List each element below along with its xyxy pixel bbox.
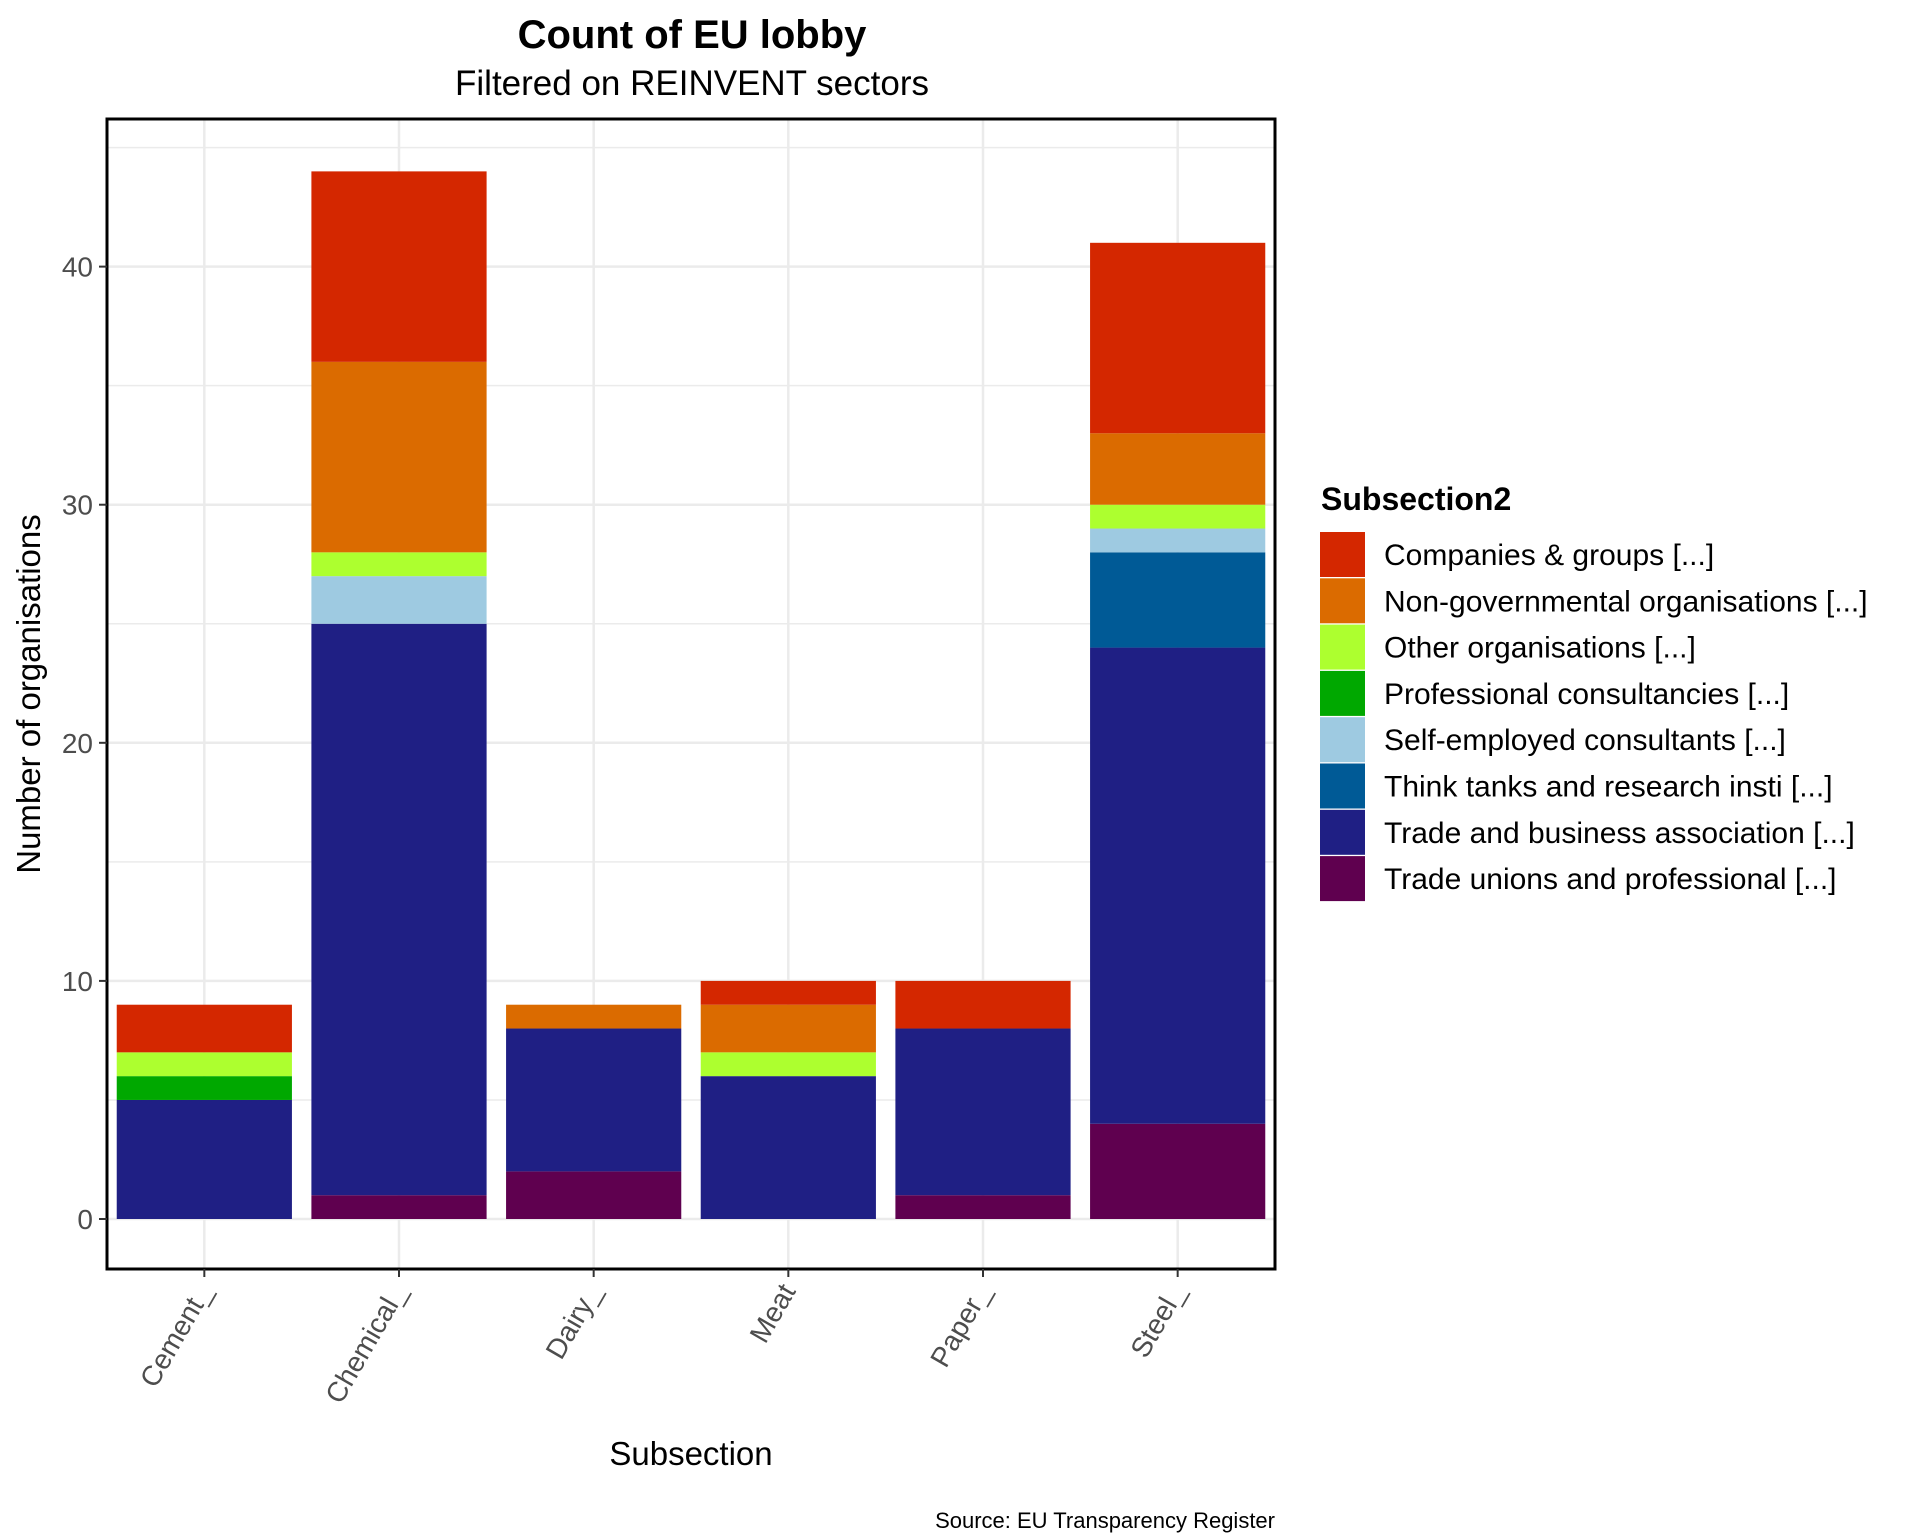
bar-segment xyxy=(116,1076,292,1100)
y-tick-label: 40 xyxy=(62,252,93,283)
bar-segment xyxy=(1090,528,1266,553)
y-tick-label: 20 xyxy=(62,728,93,759)
legend-label: Trade and business association [...] xyxy=(1384,817,1855,850)
legend-label: Professional consultancies [...] xyxy=(1384,678,1789,711)
x-tick-label: Cement_ xyxy=(134,1278,218,1392)
grid-minor xyxy=(107,146,1275,1101)
bar-segment xyxy=(1090,647,1266,1124)
legend-swatch xyxy=(1320,809,1365,855)
legend-swatch xyxy=(1320,578,1365,624)
legend-swatch xyxy=(1320,856,1365,902)
bar-segment xyxy=(700,1004,876,1053)
bar-segment xyxy=(116,1004,292,1053)
y-axis-title: Number of organisations xyxy=(10,514,47,874)
legend-label: Other organisations [...] xyxy=(1384,632,1696,665)
legend-swatch xyxy=(1320,624,1365,670)
x-tick-label: Dairy_ xyxy=(540,1278,608,1364)
bar-segment xyxy=(311,361,487,553)
bar-segment xyxy=(1090,242,1266,434)
legend-label: Companies & groups [...] xyxy=(1384,539,1714,572)
legend-swatch xyxy=(1320,532,1365,577)
x-axis: Cement_ Chemical_ Dairy_ Meat Paper_ Steel_ xyxy=(134,1269,1191,1409)
bar-segment xyxy=(895,1028,1071,1196)
bar-segment xyxy=(506,1028,682,1172)
chart-subtitle: Filtered on REINVENT sectors xyxy=(455,64,929,103)
bar-segment xyxy=(700,1076,876,1219)
y-tick-label: 0 xyxy=(77,1204,93,1235)
bar-segment xyxy=(1090,552,1266,648)
bar-segment xyxy=(1090,433,1266,505)
x-tick-label: Paper_ xyxy=(924,1278,996,1372)
legend-swatch xyxy=(1320,763,1365,809)
legend-swatch xyxy=(1320,670,1365,716)
bar-segment xyxy=(311,1195,487,1219)
bars xyxy=(116,171,1266,1219)
legend-label: Think tanks and research insti [...] xyxy=(1384,771,1833,804)
bar-segment xyxy=(1090,504,1266,529)
bar-segment xyxy=(1090,1123,1266,1219)
legend-items: Companies & groups [...] Non-governmental… xyxy=(1320,532,1868,902)
bar-segment xyxy=(116,1099,292,1219)
y-tick-label: 30 xyxy=(62,490,93,521)
legend-label: Trade unions and professional [...] xyxy=(1384,863,1837,896)
plot-panel xyxy=(107,119,1275,1269)
legend-title: Subsection2 xyxy=(1321,481,1511,517)
legend-label: Non-governmental organisations [...] xyxy=(1384,585,1868,618)
bar-segment xyxy=(506,1171,682,1219)
bar-segment xyxy=(311,623,487,1196)
bar-segment xyxy=(506,1004,682,1029)
y-tick-label: 10 xyxy=(62,966,93,997)
bar-segment xyxy=(700,1052,876,1077)
bar-segment xyxy=(311,576,487,624)
y-axis: 0 10 20 30 40 xyxy=(62,252,107,1235)
plot-border xyxy=(105,117,1277,1271)
x-tick-label: Meat xyxy=(744,1278,802,1348)
bar-segment xyxy=(116,1052,292,1077)
chart-title: Count of EU lobby xyxy=(518,13,868,57)
chart-caption: Source: EU Transparency Register xyxy=(935,1508,1275,1533)
legend-swatch xyxy=(1320,717,1365,763)
x-tick-label: Chemical_ xyxy=(319,1278,412,1408)
bar-segment xyxy=(311,171,487,362)
bar-segment xyxy=(895,1195,1071,1219)
x-tick-label: Steel_ xyxy=(1124,1278,1191,1363)
bar-segment xyxy=(311,552,487,577)
legend-label: Self-employed consultants [...] xyxy=(1384,724,1786,757)
bar-segment xyxy=(700,980,876,1005)
bar-segment xyxy=(895,980,1071,1029)
legend: Subsection2 Companies & groups [...] Non-… xyxy=(1320,481,1868,902)
x-axis-title: Subsection xyxy=(609,1435,772,1472)
